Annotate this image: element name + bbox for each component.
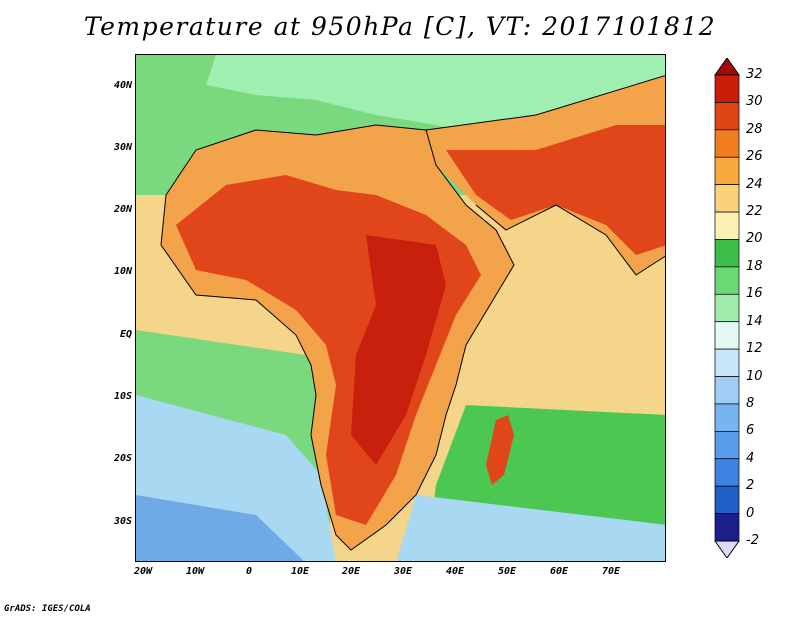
colorbar-swatch [714,266,740,295]
colorbar-swatch [714,485,740,514]
lat-label: 10N [113,266,132,277]
colorbar-label: 2 [746,478,755,494]
temperature-map [136,55,665,561]
arabia-hot-zone [446,125,665,255]
colorbar-swatch [714,184,740,213]
lat-label: 10S [113,391,132,402]
colorbar-swatch [714,403,740,432]
colorbar-swatch [714,293,740,323]
colorbar-label: 30 [746,94,763,110]
colorbar-label: 0 [746,505,755,521]
colorbar-label: 22 [746,204,763,220]
asia-coastline [425,75,665,131]
lat-label: 20N [113,204,132,215]
colorbar-label: 16 [746,286,763,302]
lon-label: 30E [394,566,413,577]
colorbar-label: 20 [746,231,763,247]
lat-label: 40N [113,80,132,91]
arabia-coastline [475,204,665,276]
colorbar-label: 26 [746,149,763,165]
colorbar-label: 12 [746,341,763,357]
colorbar-label: 8 [746,395,755,411]
lat-label: EQ [119,329,132,340]
colorbar-swatch [714,74,740,103]
lat-label: 30S [113,516,132,527]
lon-label: 10W [186,566,205,577]
south-indian-cold [396,495,665,561]
colorbar-label: 24 [746,176,763,192]
lon-label: 20E [342,566,361,577]
colorbar-label: 32 [746,67,763,82]
colorbar-label: 4 [746,450,755,466]
lon-label: 20W [134,566,153,577]
colorbar-swatch [714,211,740,240]
colorbar-label: 28 [746,121,763,137]
credit-text: GrADS: IGES/COLA [4,604,91,614]
lon-label: 40E [446,566,465,577]
colorbar-label: 6 [746,423,755,439]
colorbar-label: 18 [746,258,763,274]
colorbar-swatch [714,239,740,268]
chart-title: Temperature at 950hPa [C], VT: 201710181… [83,12,717,41]
colorbar-swatch [714,102,740,131]
colorbar-swatch [714,129,740,158]
colorbar-swatch [714,431,740,460]
south-atlantic-deep [136,495,304,561]
lon-label: 0 [246,566,253,577]
lat-label: 20S [113,453,132,464]
map-panel [135,54,666,562]
lon-label: 70E [602,566,621,577]
colorbar-swatch [714,513,740,542]
colorbar-swatch [714,156,740,185]
lon-label: 60E [550,566,569,577]
colorbar-swatch [714,458,740,487]
colorbar-label: -2 [746,533,759,548]
lat-label: 30N [113,142,132,153]
colorbar-swatch [714,321,740,350]
colorbar-swatch [714,376,740,405]
colorbar-label: 14 [746,313,763,329]
africa-very-hot-zone [351,235,446,465]
lon-label: 50E [498,566,517,577]
colorbar-top-arrow [714,58,740,76]
madagascar [486,415,514,485]
lon-label: 10E [291,566,310,577]
colorbar-label: 10 [746,368,763,384]
colorbar [714,58,740,558]
colorbar-bottom-arrow [714,540,740,558]
colorbar-swatch [714,348,740,377]
africa-coastline [160,124,515,551]
